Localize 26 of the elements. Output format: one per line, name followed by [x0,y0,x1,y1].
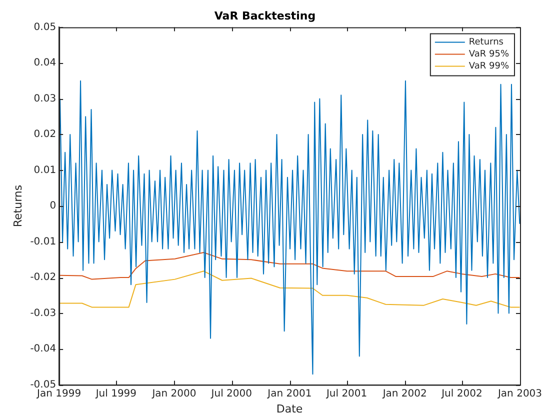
y-tick-label: -0.04 [30,344,56,355]
x-tick-label: Jan 2001 [266,388,312,400]
x-tick-label: Jan 2000 [151,388,196,400]
chart-title: VaR Backtesting [214,9,316,22]
x-tick-label: Jul 2001 [325,388,368,400]
legend-label: VaR 95% [468,50,510,60]
x-axis-title: Date [276,402,303,416]
y-tick-label: -0.03 [30,308,56,319]
y-tick-label: -0.05 [30,379,56,390]
x-tick-label: Jan 2003 [496,388,542,400]
y-tick-label: 0.04 [34,58,56,69]
x-tick-label: Jul 2002 [440,388,482,400]
y-tick-label: -0.01 [30,236,56,248]
x-tick-label: Jul 1999 [94,388,137,400]
y-tick-label: 0.02 [34,129,56,140]
legend-label: VaR 99% [468,62,510,72]
x-tick-label: Jan 1999 [36,388,82,400]
y-tick-label: 0.05 [34,22,56,33]
y-tick-label: 0 [50,200,56,212]
y-tick-label: -0.02 [30,272,56,284]
y-axis-title: Returns [11,184,24,228]
y-tick-label: 0.03 [34,93,56,104]
y-tick-label: 0.01 [34,164,56,176]
x-tick-label: Jul 2000 [210,388,252,400]
x-tick-label: Jan 2002 [382,388,427,400]
legend-label: Returns [468,38,504,48]
